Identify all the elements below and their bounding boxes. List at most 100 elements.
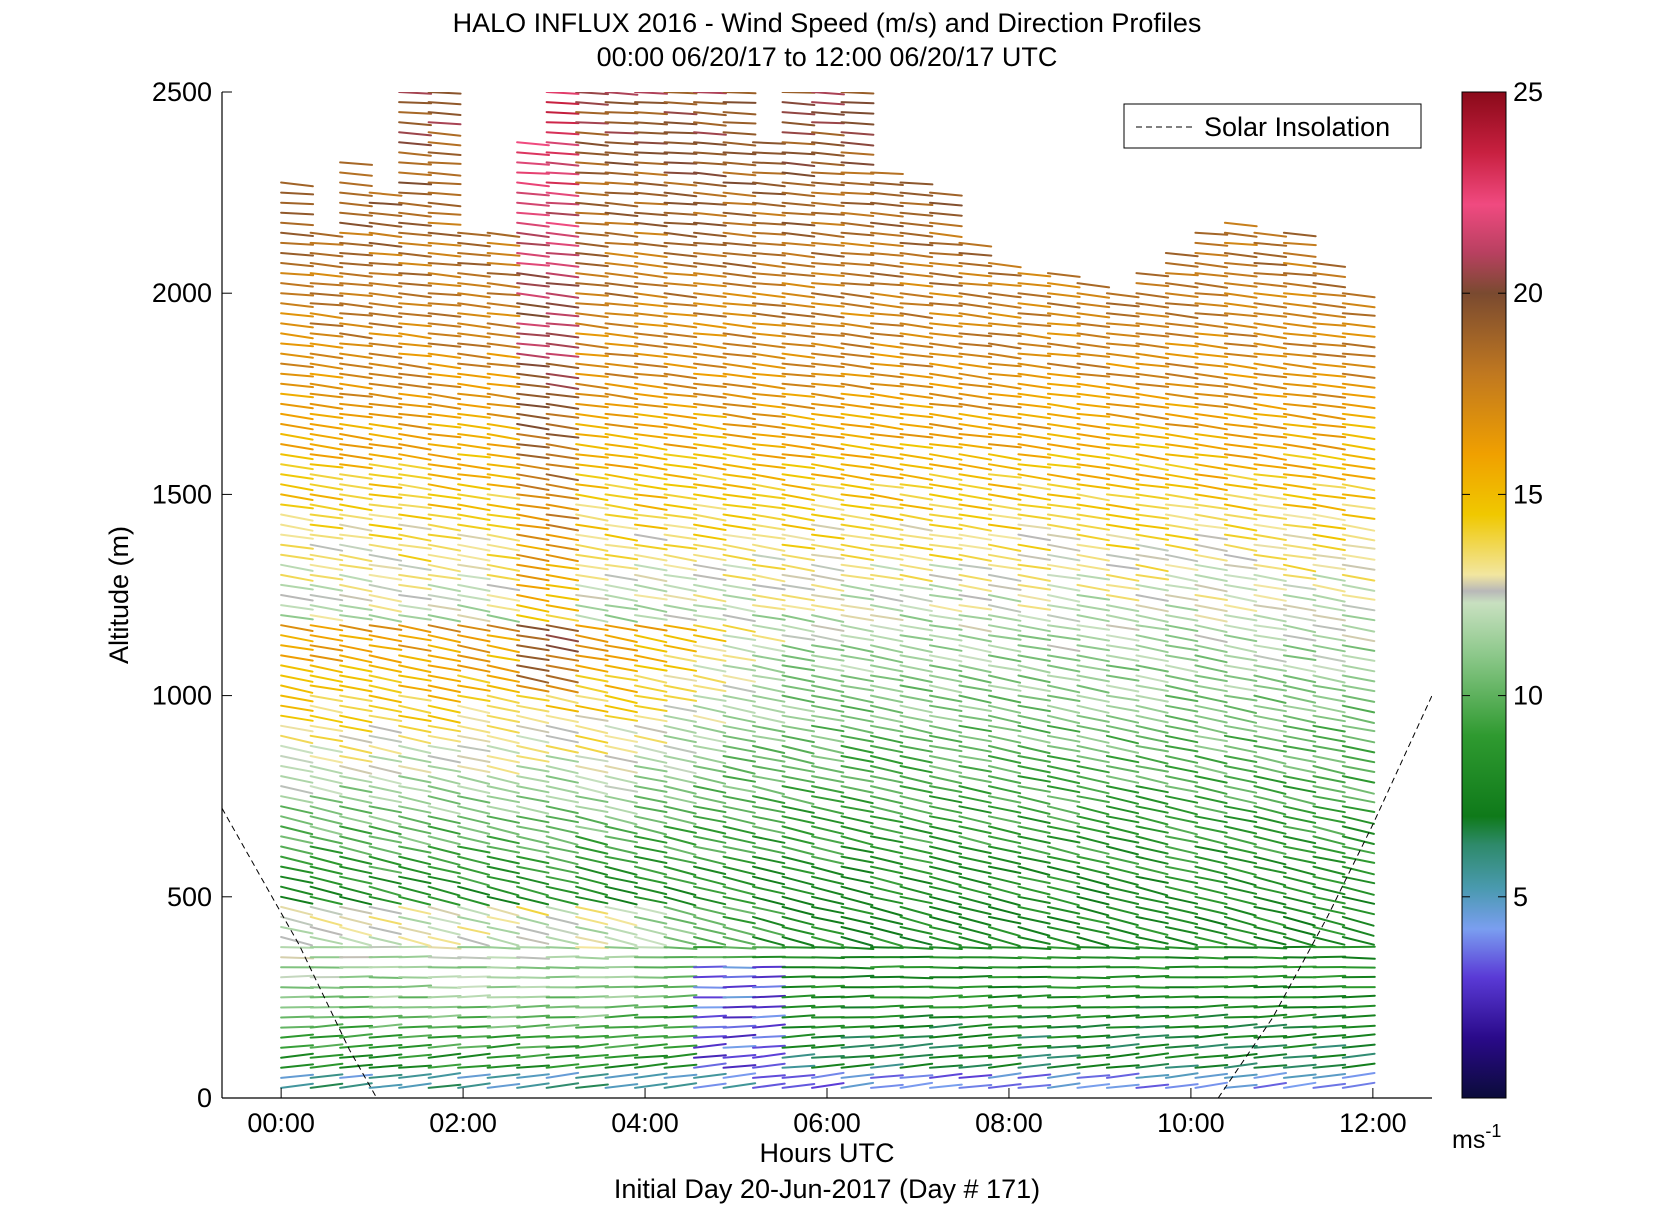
wind-barb (1164, 322, 1199, 328)
wind-barb (1282, 322, 1317, 329)
wind-barb (604, 895, 638, 906)
wind-barb (987, 775, 1022, 784)
wind-barb (604, 221, 639, 226)
wind-barb (1282, 785, 1317, 794)
wind-barb (870, 765, 904, 775)
wind-barb (781, 121, 816, 127)
wind-barb (457, 835, 491, 845)
wind-barb (1341, 463, 1376, 470)
wind-barb (516, 1045, 550, 1049)
wind-barb (781, 744, 815, 755)
wind-barb (486, 1004, 521, 1009)
wind-barb (693, 533, 727, 541)
wind-barb (929, 342, 963, 349)
wind-barb (1164, 392, 1199, 400)
wind-barb (368, 503, 403, 510)
wind-barb (722, 1005, 757, 1009)
wind-barb (545, 885, 579, 895)
wind-barb (870, 1074, 904, 1079)
wind-barb (1341, 634, 1376, 643)
wind-barb (870, 674, 904, 682)
wind-barb (398, 463, 432, 471)
wind-barb (1076, 755, 1110, 764)
wind-barb (1312, 1044, 1347, 1049)
wind-barb (309, 332, 344, 338)
wind-barb (781, 926, 815, 936)
wind-barb (604, 563, 639, 570)
wind-barb (457, 1064, 491, 1069)
wind-barb (457, 231, 491, 237)
wind-barb (1253, 563, 1287, 571)
wind-barb (752, 845, 786, 855)
wind-barb (1282, 905, 1316, 916)
wind-barb (604, 382, 639, 390)
wind-barb (575, 533, 609, 541)
wind-barb (752, 694, 786, 703)
wind-barb (398, 211, 432, 218)
wind-barb (486, 654, 521, 662)
wind-barb (1341, 1024, 1376, 1029)
wind-barb (811, 272, 845, 277)
wind-barb (722, 915, 756, 925)
wind-barb (811, 352, 845, 359)
wind-barb (516, 583, 550, 590)
wind-barb (899, 704, 933, 714)
wind-barb (752, 634, 786, 643)
wind-barb (1341, 654, 1376, 662)
wind-barb (811, 724, 845, 733)
wind-barb (457, 372, 491, 379)
wind-barb (280, 201, 315, 206)
wind-barb (752, 332, 786, 338)
wind-barb (929, 664, 963, 673)
wind-barb (811, 382, 845, 388)
wind-barb (604, 282, 639, 288)
wind-barb (516, 835, 550, 845)
wind-barb (929, 513, 963, 520)
wind-barb (398, 332, 432, 340)
wind-barb (1105, 755, 1140, 764)
wind-barb (575, 885, 608, 896)
wind-barb (929, 724, 963, 734)
wind-barb (457, 503, 491, 512)
wind-barb (722, 171, 757, 177)
wind-barb (958, 241, 993, 248)
wind-barb (427, 433, 462, 439)
wind-barb (604, 131, 639, 135)
wind-barb (840, 1073, 875, 1079)
wind-barb (1164, 835, 1199, 844)
wind-barb (958, 262, 993, 268)
wind-barb (929, 875, 962, 887)
wind-barb (693, 382, 727, 388)
wind-barb (339, 523, 373, 532)
wind-barb (781, 1053, 816, 1059)
wind-barb (368, 191, 403, 197)
wind-barb (752, 955, 786, 959)
wind-barb (1282, 402, 1317, 409)
wind-barb (634, 785, 668, 793)
wind-barb (309, 523, 344, 530)
wind-barb (1282, 744, 1317, 753)
wind-barb (339, 805, 373, 815)
wind-barb (545, 724, 579, 734)
wind-barb (427, 292, 462, 297)
wind-barb (368, 483, 403, 489)
wind-barb (693, 765, 727, 774)
wind-barb (1105, 443, 1140, 449)
wind-barb (486, 855, 520, 865)
wind-barb (1105, 412, 1140, 420)
wind-barb (929, 483, 963, 491)
wind-barb (1046, 976, 1081, 979)
wind-barb (663, 885, 697, 896)
wind-barb (457, 744, 491, 753)
wind-barb (1253, 1013, 1288, 1019)
wind-barb (1105, 785, 1140, 794)
wind-barb (1135, 966, 1170, 970)
wind-barb (1282, 835, 1317, 845)
wind-barb (575, 1073, 609, 1079)
wind-barb (1076, 985, 1111, 989)
wind-barb (516, 684, 550, 693)
wind-barb (280, 926, 314, 935)
wind-barb (1135, 734, 1169, 744)
wind-barb (545, 272, 580, 279)
wind-barb (486, 744, 520, 755)
